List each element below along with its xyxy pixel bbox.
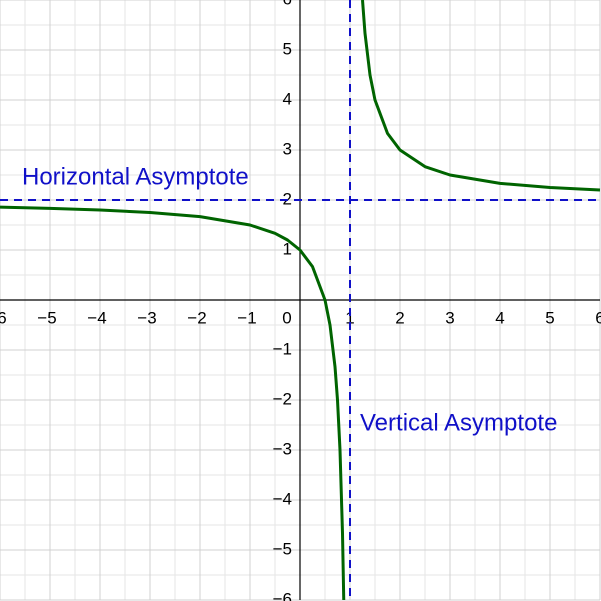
x-tick-label: 2 xyxy=(395,308,404,327)
x-tick-label: 0 xyxy=(282,308,291,327)
y-tick-label: −3 xyxy=(273,439,292,458)
y-tick-label: 2 xyxy=(283,189,292,208)
y-tick-label: −1 xyxy=(273,339,292,358)
x-tick-label: 4 xyxy=(495,308,504,327)
y-tick-label: 1 xyxy=(283,239,292,258)
annotation: Vertical Asymptote xyxy=(360,409,557,436)
x-tick-label: −1 xyxy=(237,308,256,327)
y-tick-label: 3 xyxy=(283,139,292,158)
x-tick-label: −3 xyxy=(137,308,156,327)
y-tick-label: 5 xyxy=(283,39,292,58)
y-tick-label: −4 xyxy=(273,489,292,508)
x-tick-label: 3 xyxy=(445,308,454,327)
y-tick-label: −5 xyxy=(273,539,292,558)
x-tick-label: −2 xyxy=(187,308,206,327)
x-tick-label: 6 xyxy=(595,308,601,327)
x-tick-label: −6 xyxy=(0,308,7,327)
x-tick-label: −4 xyxy=(87,308,106,327)
x-tick-label: −5 xyxy=(37,308,56,327)
x-tick-label: 5 xyxy=(545,308,554,327)
annotation: Horizontal Asymptote xyxy=(22,163,249,190)
y-tick-label: 6 xyxy=(283,0,292,8)
y-tick-label: 4 xyxy=(283,89,292,108)
y-tick-label: −2 xyxy=(273,389,292,408)
x-tick-label: 1 xyxy=(345,308,354,327)
y-tick-label: −6 xyxy=(273,589,292,601)
